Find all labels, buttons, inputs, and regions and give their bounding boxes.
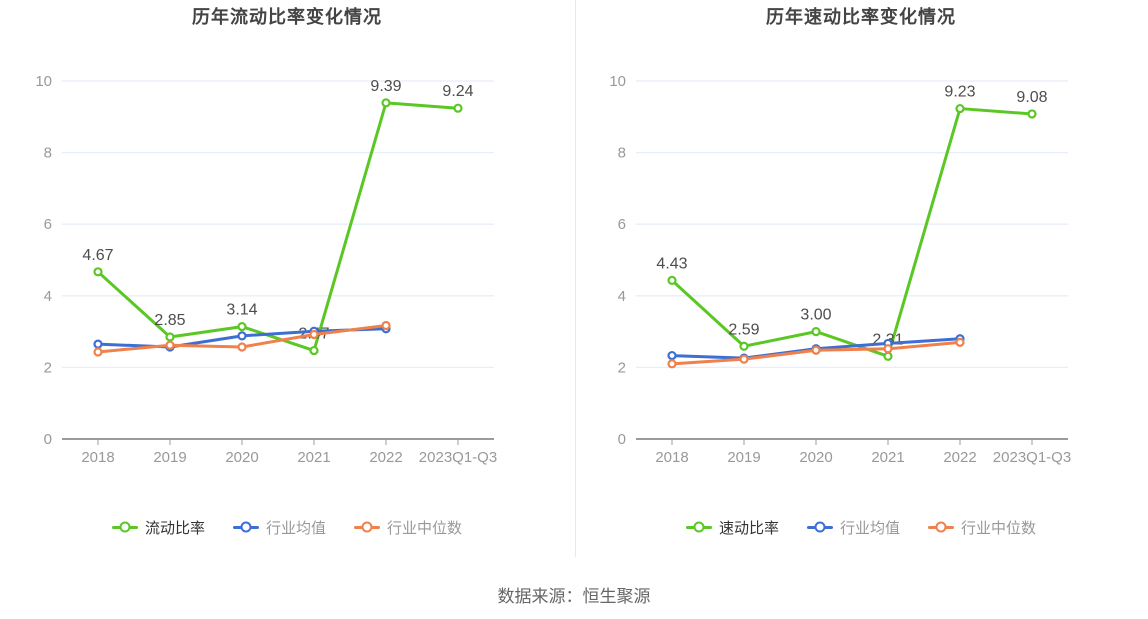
data-point	[811, 327, 821, 337]
y-axis-tick-label: 2	[44, 359, 52, 376]
legend-label: 流动比率	[144, 519, 205, 537]
legend-line-marker-icon	[232, 520, 259, 534]
legend-item-0[interactable]: 速动比率	[685, 517, 779, 538]
data-point	[883, 351, 893, 361]
data-point	[381, 320, 391, 331]
legend-label: 行业均值	[839, 519, 900, 537]
chart-panel-quick-ratio: 历年速动比率变化情况 0 2 4 6 8 10 2018 2019 2020 2021 2022 20…	[574, 0, 1148, 557]
data-point	[883, 344, 893, 354]
data-point-label: 9.39	[370, 78, 401, 95]
data-point	[309, 345, 319, 356]
legend-item-2[interactable]: 行业中位数	[354, 517, 462, 538]
legend-line-marker-icon	[928, 520, 954, 534]
chart-title-current-ratio: 历年流动比率变化情况	[192, 7, 382, 27]
legend-quick-ratio: 速动比率 行业均值 行业中位数	[574, 514, 1148, 540]
series-line-0	[670, 107, 1034, 358]
y-axis-tick-label: 6	[44, 216, 52, 233]
data-point-label: 4.67	[82, 247, 113, 264]
series-line-0	[96, 101, 460, 353]
legend-item-1[interactable]: 行业均值	[806, 517, 900, 538]
data-point-label: 9.08	[1016, 89, 1047, 106]
panel-divider	[575, 0, 576, 557]
legend-label: 行业中位数	[961, 519, 1037, 537]
legend-item-1[interactable]: 行业均值	[232, 517, 326, 538]
data-point	[739, 354, 749, 364]
data-point-label: 2.85	[154, 312, 185, 329]
data-point	[453, 103, 463, 113]
x-axis-tick-label: 2018	[81, 449, 114, 466]
y-axis-tick-label: 6	[618, 216, 626, 233]
legend-label: 行业均值	[265, 519, 326, 537]
x-axis-tick-label: 2018	[655, 449, 688, 466]
x-axis-tick-label: 2019	[727, 449, 760, 466]
x-axis-tick-label: 2021	[871, 449, 904, 466]
y-axis-tick-label: 10	[35, 73, 52, 90]
x-axis-tick-label: 2022	[369, 449, 402, 466]
legend-current-ratio: 流动比率 行业均值 行业中位数	[0, 514, 574, 540]
data-point	[93, 339, 103, 349]
data-point-label: 9.23	[944, 84, 975, 101]
data-point-label: 3.14	[226, 302, 257, 319]
x-axis-tick-label: 2022	[943, 449, 976, 466]
data-point	[739, 341, 749, 351]
data-point-label: 2.59	[728, 321, 759, 338]
x-axis-tick-label: 2023Q1-Q3	[993, 449, 1071, 466]
x-axis-tick-label: 2020	[799, 449, 832, 466]
data-source-note: 数据来源：恒生聚源	[497, 587, 651, 606]
data-point-label: 9.24	[442, 83, 473, 100]
line-chart-quick-ratio: 0 2 4 6 8 10 2018 2019 2020 2021 2022 2023Q1-Q3 4.43…	[609, 73, 1071, 466]
x-axis-tick-label: 2019	[153, 449, 186, 466]
y-axis-tick-label: 8	[618, 145, 626, 162]
data-point	[93, 267, 103, 277]
legend-label: 行业中位数	[387, 519, 463, 537]
line-chart-current-ratio: 0 2 4 6 8 10 2018 2019 2020 2021 2022 2023Q1-Q3 4.67…	[35, 73, 497, 466]
data-point	[309, 329, 319, 340]
data-point-label: 4.43	[656, 255, 687, 272]
data-point	[165, 332, 175, 342]
legend-item-2[interactable]: 行业中位数	[928, 517, 1036, 538]
y-axis-tick-label: 10	[609, 73, 626, 90]
legend-line-marker-icon	[354, 520, 380, 534]
data-point	[955, 337, 965, 347]
data-point	[667, 350, 677, 361]
data-point	[667, 359, 677, 369]
legend-label: 速动比率	[718, 519, 779, 537]
data-point	[667, 275, 677, 286]
y-axis-tick-label: 8	[44, 145, 52, 162]
charts-row: 历年流动比率变化情况 0 2 4 6 8 10 2018 2019 2020 2021 2022 20…	[0, 0, 1148, 557]
data-point	[955, 103, 965, 114]
chart-panel-current-ratio: 历年流动比率变化情况 0 2 4 6 8 10 2018 2019 2020 2021 2022 20…	[0, 0, 574, 557]
y-axis-tick-label: 0	[44, 431, 52, 448]
data-point	[1027, 109, 1037, 119]
data-point-label: 3.00	[800, 307, 831, 324]
y-axis-tick-label: 4	[44, 288, 52, 305]
data-point	[237, 331, 247, 341]
data-point	[381, 98, 391, 108]
x-axis-tick-label: 2023Q1-Q3	[419, 449, 497, 466]
data-point	[811, 345, 821, 355]
x-axis-tick-label: 2021	[297, 449, 330, 466]
y-axis-tick-label: 2	[618, 359, 626, 376]
x-axis-tick-label: 2020	[225, 449, 258, 466]
data-point	[237, 342, 247, 352]
chart-title-quick-ratio: 历年速动比率变化情况	[766, 7, 956, 27]
legend-item-0[interactable]: 流动比率	[111, 517, 205, 538]
data-point	[237, 321, 247, 332]
y-axis-tick-label: 4	[618, 288, 626, 305]
y-axis-tick-label: 0	[618, 431, 626, 448]
legend-line-marker-icon	[685, 520, 712, 534]
data-point	[93, 347, 103, 357]
data-point	[165, 340, 175, 350]
legend-line-marker-icon	[111, 520, 138, 534]
legend-line-marker-icon	[806, 520, 833, 534]
